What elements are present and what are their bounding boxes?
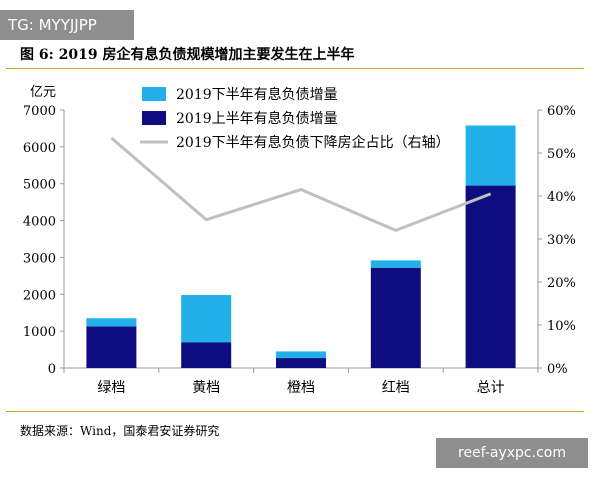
figure-title: 图 6: 2019 房企有息负债规模增加主要发生在上半年 bbox=[20, 47, 355, 63]
unit-label: 亿元 bbox=[30, 85, 56, 100]
right-tick-label: 30% bbox=[547, 233, 576, 248]
bar-h2 bbox=[86, 318, 137, 327]
x-tick-label: 黄档 bbox=[192, 379, 220, 396]
legend-label: 2019下半年有息负债下降房企占比（右轴） bbox=[176, 134, 450, 151]
tg-badge: TG: MYYJJPP bbox=[0, 10, 134, 40]
x-tick-label: 总计 bbox=[477, 380, 505, 396]
x-tick-label: 绿档 bbox=[97, 380, 125, 396]
ratio-line bbox=[110, 136, 492, 232]
legend: 2019下半年有息负债增量 2019上半年有息负债增量 2019下半年有息负债下降房… bbox=[140, 86, 450, 151]
bar-h1 bbox=[465, 185, 516, 368]
legend-label: 2019上半年有息负债增量 bbox=[176, 110, 338, 127]
left-tick-label: 1000 bbox=[23, 325, 56, 340]
left-tick-label: 0 bbox=[48, 362, 56, 377]
bars bbox=[86, 125, 516, 368]
right-tick-label: 40% bbox=[547, 190, 576, 205]
legend-swatch bbox=[142, 111, 166, 125]
bar-h2 bbox=[465, 125, 516, 186]
bar-h1 bbox=[370, 267, 421, 368]
left-tick-label: 4000 bbox=[23, 215, 56, 230]
source-note: 数据来源：Wind，国泰君安证券研究 bbox=[20, 424, 220, 438]
left-tick-label: 2000 bbox=[23, 288, 56, 303]
ratio-line-group bbox=[110, 136, 492, 232]
bar-h1 bbox=[86, 326, 137, 368]
right-tick-label: 10% bbox=[547, 319, 576, 334]
bar-h2 bbox=[276, 351, 326, 359]
bar-h1 bbox=[276, 358, 326, 368]
x-axis: 绿档 黄档 橙档 红档 总计 bbox=[63, 367, 539, 396]
bar-h2 bbox=[370, 260, 421, 268]
legend-label: 2019下半年有息负债增量 bbox=[176, 86, 338, 103]
left-tick-label: 7000 bbox=[23, 104, 56, 119]
x-tick-label: 橙档 bbox=[287, 380, 315, 396]
right-tick-label: 20% bbox=[547, 276, 576, 291]
left-axis: 0 1000 2000 3000 4000 5000 6000 7000 bbox=[23, 104, 65, 377]
x-tick-label: 红档 bbox=[382, 380, 410, 396]
bar-h2 bbox=[181, 295, 232, 343]
right-tick-label: 60% bbox=[547, 104, 576, 119]
bar-h1 bbox=[181, 342, 232, 368]
right-tick-label: 50% bbox=[547, 147, 576, 162]
watermark: reef-ayxpc.com bbox=[436, 438, 588, 468]
right-axis: 0% 10% 20% 30% 40% 50% 60% bbox=[537, 104, 576, 377]
title-rule bbox=[6, 68, 584, 69]
legend-swatch bbox=[142, 87, 166, 101]
chart: 0 1000 2000 3000 4000 5000 6000 7000 0% 10% 20% 30… bbox=[23, 85, 576, 396]
left-tick-label: 6000 bbox=[23, 141, 56, 156]
source-rule bbox=[6, 411, 584, 412]
left-tick-label: 3000 bbox=[23, 251, 56, 266]
right-tick-label: 0% bbox=[547, 362, 568, 377]
left-tick-label: 5000 bbox=[23, 178, 56, 193]
